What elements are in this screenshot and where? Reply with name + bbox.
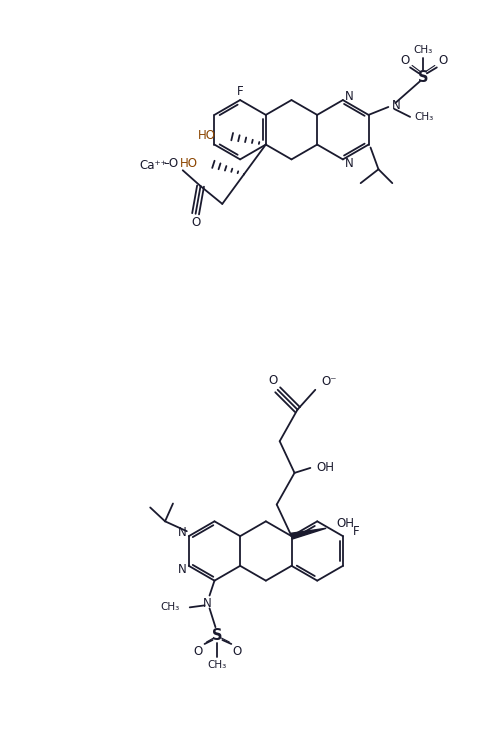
Polygon shape: [291, 528, 326, 539]
Text: F: F: [237, 85, 244, 98]
Text: OH: OH: [316, 461, 334, 475]
Text: S: S: [212, 627, 222, 642]
Text: O: O: [191, 216, 200, 229]
Text: O: O: [268, 375, 278, 387]
Text: CH₃: CH₃: [414, 45, 432, 54]
Text: O: O: [232, 645, 242, 659]
Text: O: O: [438, 54, 448, 67]
Text: CH₃: CH₃: [208, 660, 227, 670]
Text: HO: HO: [180, 157, 198, 170]
Text: F: F: [353, 524, 360, 538]
Text: N: N: [345, 89, 354, 103]
Text: N: N: [392, 100, 401, 112]
Text: OH: OH: [336, 517, 354, 530]
Text: CH₃: CH₃: [414, 112, 434, 122]
Text: Ca⁺⁺: Ca⁺⁺: [139, 159, 167, 172]
Text: N: N: [178, 526, 187, 539]
Text: HO: HO: [198, 129, 216, 142]
Text: O: O: [193, 645, 202, 659]
Text: O⁻: O⁻: [321, 375, 336, 388]
Text: N: N: [178, 563, 187, 577]
Text: N: N: [203, 597, 212, 610]
Text: N: N: [345, 157, 354, 170]
Text: O: O: [400, 54, 410, 67]
Text: –O: –O: [164, 157, 179, 170]
Text: CH₃: CH₃: [160, 603, 180, 612]
Text: S: S: [418, 70, 428, 85]
